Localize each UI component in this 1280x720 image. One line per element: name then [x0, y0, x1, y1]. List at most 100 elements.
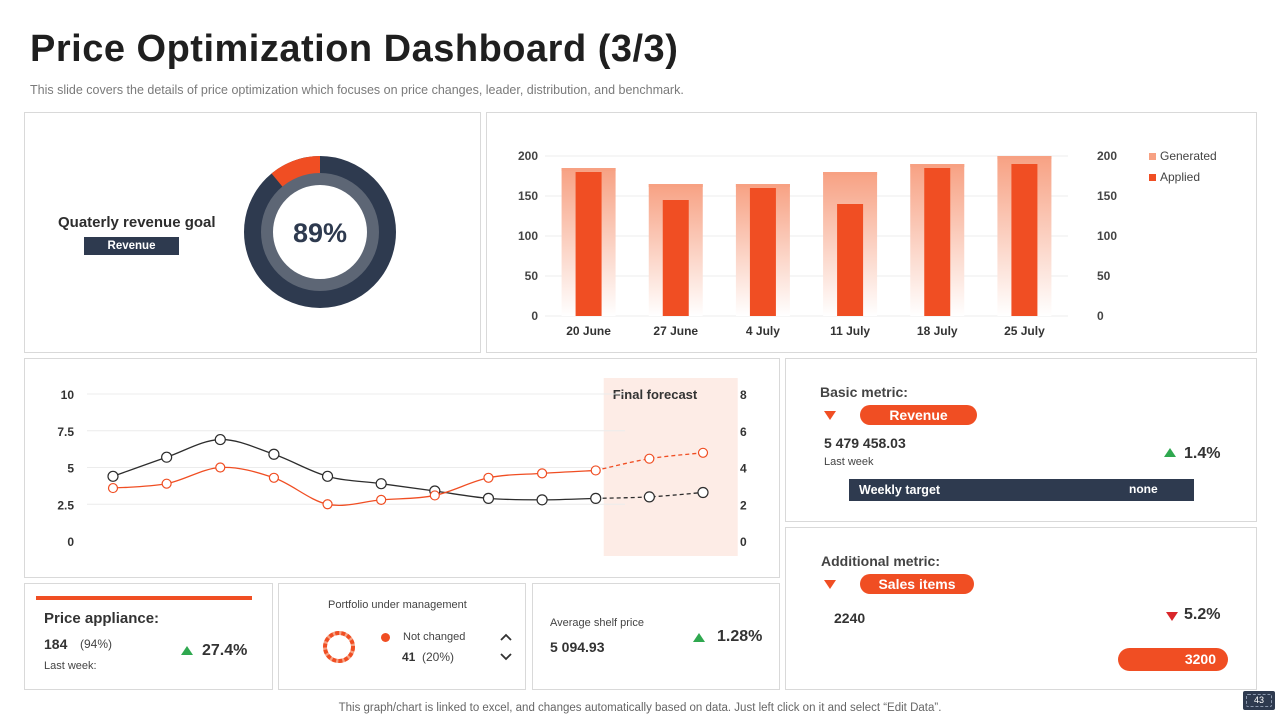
bar-y2-tick-label: 150 — [1097, 189, 1117, 203]
shelf-price-panel: Average shelf price 5 094.93 1.28% — [532, 583, 780, 690]
series-dark-point — [643, 491, 655, 503]
additional-metric-label: Additional metric: — [821, 553, 941, 569]
legend-applied-label: Applied — [1160, 170, 1201, 184]
bar-x-tick-label: 18 July — [917, 324, 958, 338]
bar-y-tick-label: 100 — [518, 229, 538, 243]
bar-applied — [924, 168, 951, 316]
weekly-target-bar: Weekly target none — [849, 479, 1194, 501]
legend-applied: Applied — [1149, 170, 1200, 184]
series-dark-point — [482, 492, 495, 504]
series-orange-point — [215, 462, 226, 473]
additional-metric-value: 2240 — [834, 610, 866, 626]
line-y2-tick-label: 4 — [740, 462, 747, 476]
bar-generated-cap — [910, 164, 965, 167]
additional-dropdown-icon[interactable] — [824, 580, 836, 589]
bar-y2-tick-label: 50 — [1097, 269, 1111, 283]
chevron-down-icon[interactable] — [500, 652, 512, 661]
price-appliance-label: Price appliance: — [44, 610, 160, 627]
legend-generated: Generated — [1149, 149, 1217, 163]
chevron-up-icon[interactable] — [500, 633, 512, 642]
bar-applied — [837, 204, 864, 316]
series-orange-point — [697, 447, 709, 458]
series-orange-point — [107, 482, 119, 494]
bar-x-tick-label: 11 July — [830, 324, 870, 338]
bar-applied — [749, 188, 776, 316]
bar-y-tick-label: 0 — [531, 309, 538, 323]
series-orange-line — [112, 466, 596, 506]
series-dark-line — [112, 438, 596, 501]
basic-metric-value: 5 479 458.03 — [824, 435, 906, 451]
price-appliance-share: (94%) — [80, 637, 113, 651]
portfolio-panel: Portfolio under management Not changed 4… — [278, 583, 526, 690]
series-orange-point — [268, 472, 280, 483]
series-orange-point — [429, 490, 440, 501]
revenue-goal-donut: 89% — [244, 156, 396, 308]
price-appliance-value: 184 — [44, 636, 68, 652]
line-y-tick-label: 7.5 — [57, 425, 74, 439]
donut-remaining-arc — [271, 156, 321, 190]
portfolio-legend-label: Not changed — [403, 631, 466, 643]
line-chart-panel: Final forecast 0 2.5 5 7.5 10 0 2 4 6 8 — [24, 358, 780, 578]
revenue-goal-panel: Quaterly revenue goal Revenue 89% — [24, 112, 481, 353]
additional-metric-pill[interactable]: Sales items — [860, 574, 974, 594]
line-y2-tick-label: 0 — [740, 535, 747, 549]
series-dark-point — [214, 433, 226, 446]
series-orange-point — [161, 478, 172, 489]
line-y-tick-label: 5 — [67, 462, 74, 476]
bar-y-tick-label: 150 — [518, 189, 538, 203]
line-y-tick-label: 10 — [61, 388, 75, 402]
additional-target-pill: 3200 — [1118, 648, 1228, 671]
shelf-price-change: 1.28% — [717, 628, 763, 645]
line-y2-tick-label: 2 — [740, 498, 747, 512]
page-subtitle: This slide covers the details of price o… — [30, 83, 684, 97]
bar-y-tick-label: 50 — [525, 269, 539, 283]
portfolio-title: Portfolio under management — [328, 599, 467, 611]
bar-x-tick-label: 4 July — [746, 324, 780, 338]
bar-generated-cap — [648, 184, 703, 187]
basic-metric-panel: Basic metric: Revenue 5 479 458.03 Last … — [785, 358, 1257, 522]
series-dark-point — [107, 470, 119, 482]
page-number: 43 — [1243, 691, 1275, 710]
bar-generated-cap — [823, 172, 878, 175]
legend-generated-label: Generated — [1160, 149, 1217, 163]
portfolio-ring-segments — [323, 631, 355, 663]
goal-tag: Revenue — [84, 237, 179, 255]
basic-dropdown-icon[interactable] — [824, 411, 836, 420]
basic-metric-period: Last week — [824, 456, 874, 468]
basic-metric-change: 1.4% — [1184, 445, 1221, 462]
price-appliance-period: Last week: — [44, 660, 97, 672]
bar-y-tick-label: 200 — [518, 149, 538, 163]
bar-y2-tick-label: 200 — [1097, 149, 1117, 163]
line-y-tick-label: 2.5 — [57, 498, 74, 512]
bar-chart: 0 0 50 50 100 100 150 150 200 200 20 June 27 June 4 … — [518, 149, 1117, 338]
price-appliance-change: 27.4% — [202, 642, 248, 659]
shelf-price-label: Average shelf price — [550, 617, 644, 629]
additional-down-arrow-icon — [1166, 612, 1178, 621]
portfolio-value: 41 — [402, 650, 416, 664]
line-y-tick-label: 0 — [67, 535, 74, 549]
page-title: Price Optimization Dashboard (3/3) — [30, 28, 679, 70]
donut-inner-ring — [261, 173, 379, 291]
series-dark-point — [161, 451, 173, 463]
bar-x-tick-label: 27 June — [653, 324, 698, 338]
goal-percent: 89% — [293, 218, 347, 248]
price-accent-bar — [36, 596, 252, 600]
series-dark-point — [268, 448, 280, 460]
line-chart: Final forecast 0 2.5 5 7.5 10 0 2 4 6 8 — [57, 378, 747, 556]
series-orange-point — [536, 468, 548, 479]
line-y2-tick-label: 6 — [740, 425, 747, 439]
series-orange-point — [644, 453, 655, 464]
bar-generated-cap — [997, 156, 1052, 159]
legend-generated-swatch — [1149, 152, 1156, 160]
bar-x-tick-label: 25 July — [1004, 324, 1045, 338]
shelf-price-value: 5 094.93 — [550, 639, 605, 655]
bar-y2-tick-label: 100 — [1097, 229, 1117, 243]
weekly-target-label: Weekly target — [859, 483, 941, 497]
basic-metric-label: Basic metric: — [820, 384, 908, 400]
price-appliance-panel: Price appliance: 184 (94%) Last week: 27… — [24, 583, 273, 690]
portfolio-legend-dot — [381, 633, 390, 642]
bar-generated-cap — [561, 168, 616, 171]
basic-metric-pill[interactable]: Revenue — [860, 405, 977, 425]
goal-label: Quaterly revenue goal — [58, 214, 216, 231]
series-orange-point — [376, 494, 387, 505]
